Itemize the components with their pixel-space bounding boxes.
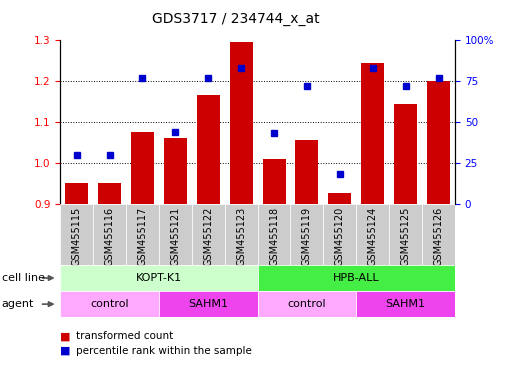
Bar [60, 265, 257, 291]
Bar [98, 183, 121, 204]
Text: HPB-ALL: HPB-ALL [333, 273, 380, 283]
Bar [230, 42, 253, 204]
Text: control: control [90, 299, 129, 309]
Text: GSM455119: GSM455119 [302, 207, 312, 266]
Bar [257, 204, 290, 265]
Bar [164, 138, 187, 204]
Text: control: control [288, 299, 326, 309]
Bar [361, 63, 384, 204]
Text: GSM455120: GSM455120 [335, 207, 345, 266]
Text: GSM455115: GSM455115 [72, 207, 82, 266]
Bar [290, 204, 323, 265]
Bar [131, 132, 154, 204]
Bar [323, 204, 356, 265]
Text: GSM455123: GSM455123 [236, 207, 246, 266]
Text: GSM455125: GSM455125 [401, 207, 411, 266]
Bar [389, 204, 422, 265]
Bar [257, 291, 356, 317]
Bar [295, 140, 319, 204]
Bar [65, 183, 88, 204]
Bar [197, 94, 220, 204]
Bar [427, 81, 450, 204]
Text: GSM455122: GSM455122 [203, 207, 213, 266]
Text: agent: agent [2, 299, 34, 309]
Text: GSM455121: GSM455121 [170, 207, 180, 266]
Text: GSM455116: GSM455116 [105, 207, 115, 266]
Text: ■: ■ [60, 331, 71, 341]
Text: transformed count: transformed count [76, 331, 173, 341]
Bar [159, 204, 192, 265]
Text: ■: ■ [60, 346, 71, 356]
Bar [257, 265, 455, 291]
Bar [356, 291, 455, 317]
Bar [60, 291, 159, 317]
Text: GSM455118: GSM455118 [269, 207, 279, 266]
Text: KOPT-K1: KOPT-K1 [136, 273, 182, 283]
Bar [394, 104, 417, 204]
Text: GSM455126: GSM455126 [434, 207, 444, 266]
Text: GSM455117: GSM455117 [138, 207, 147, 266]
Bar [192, 204, 225, 265]
Text: SAHM1: SAHM1 [385, 299, 426, 309]
Bar [159, 291, 257, 317]
Bar [225, 204, 257, 265]
Text: GDS3717 / 234744_x_at: GDS3717 / 234744_x_at [152, 12, 319, 25]
Bar [263, 159, 286, 204]
Bar [328, 193, 351, 204]
Text: percentile rank within the sample: percentile rank within the sample [76, 346, 252, 356]
Bar [60, 204, 93, 265]
Bar [356, 204, 389, 265]
Bar [93, 204, 126, 265]
Bar [422, 204, 455, 265]
Text: SAHM1: SAHM1 [188, 299, 228, 309]
Text: cell line: cell line [2, 273, 44, 283]
Text: GSM455124: GSM455124 [368, 207, 378, 266]
Bar [126, 204, 159, 265]
